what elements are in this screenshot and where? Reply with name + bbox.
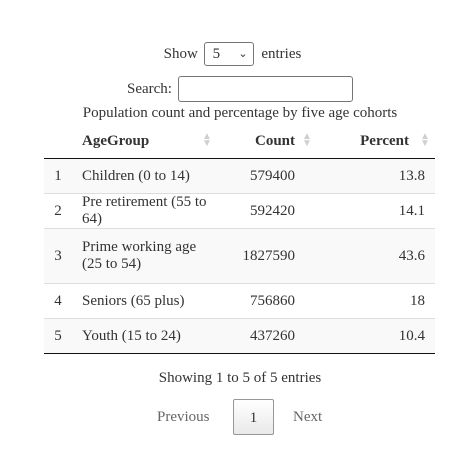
table-caption: Population count and percentage by five …	[82, 105, 398, 121]
percent-cell: 18	[317, 283, 435, 319]
percent-header[interactable]: Percent ▲ ▼	[317, 125, 435, 159]
row-number-header	[44, 125, 72, 159]
count-cell: 756860	[217, 283, 317, 319]
table-row[interactable]: 5 Youth (15 to 24) 437260 10.4	[44, 318, 435, 354]
count-cell: 437260	[217, 318, 317, 354]
percent-cell: 10.4	[317, 318, 435, 354]
agegroup-cell: Prime working age (25 to 54)	[72, 228, 217, 284]
search-label: Search:	[127, 80, 172, 97]
agegroup-header-label: AgeGroup	[82, 133, 150, 149]
agegroup-header[interactable]: AgeGroup ▲ ▼	[72, 125, 217, 159]
table-info: Showing 1 to 5 of 5 entries	[158, 370, 322, 386]
agegroup-cell: Pre retirement (55 to 64)	[72, 193, 217, 229]
row-number: 2	[44, 193, 72, 229]
percent-cell: 13.8	[317, 158, 435, 194]
row-number: 1	[44, 158, 72, 194]
row-number: 3	[44, 228, 72, 284]
search-input[interactable]	[177, 75, 353, 102]
length-control: Show 5 ⌄ entries	[0, 40, 465, 67]
table-row[interactable]: 3 Prime working age (25 to 54) 1827590 4…	[44, 228, 435, 284]
percent-header-label: Percent	[360, 133, 409, 149]
row-number: 4	[44, 283, 72, 319]
pagination: Previous 1 Next	[0, 399, 465, 435]
count-header-label: Count	[254, 133, 295, 149]
sort-icon: ▲ ▼	[420, 131, 430, 149]
chevron-down-icon: ⌄	[238, 47, 248, 60]
entries-select-value: 5	[212, 45, 221, 62]
percent-cell: 14.1	[317, 193, 435, 229]
sort-icon: ▲ ▼	[302, 131, 312, 149]
table-row[interactable]: 2 Pre retirement (55 to 64) 592420 14.1	[44, 193, 435, 229]
table-row[interactable]: 4 Seniors (65 plus) 756860 18	[44, 283, 435, 319]
page-1-button[interactable]: 1	[233, 399, 274, 435]
agegroup-cell: Youth (15 to 24)	[72, 318, 217, 354]
header-row: AgeGroup ▲ ▼ Count ▲ ▼ Percent ▲ ▼	[44, 125, 435, 159]
count-cell: 1827590	[217, 228, 317, 284]
percent-cell: 43.6	[317, 228, 435, 284]
count-cell: 579400	[217, 158, 317, 194]
table-row[interactable]: 1 Children (0 to 14) 579400 13.8	[44, 158, 435, 194]
previous-button[interactable]: Previous	[157, 409, 210, 425]
entries-label: entries	[261, 45, 302, 62]
next-button[interactable]: Next	[293, 409, 323, 425]
show-label: Show	[163, 45, 198, 62]
search-control: Search:	[127, 75, 353, 102]
agegroup-cell: Seniors (65 plus)	[72, 283, 217, 319]
entries-select[interactable]: 5 ⌄	[203, 41, 254, 66]
data-table: AgeGroup ▲ ▼ Count ▲ ▼ Percent ▲ ▼ 1 Childr…	[44, 125, 435, 354]
row-number: 5	[44, 318, 72, 354]
count-header[interactable]: Count ▲ ▼	[217, 125, 317, 159]
agegroup-cell: Children (0 to 14)	[72, 158, 217, 194]
sort-icon: ▲ ▼	[202, 131, 212, 149]
count-cell: 592420	[217, 193, 317, 229]
